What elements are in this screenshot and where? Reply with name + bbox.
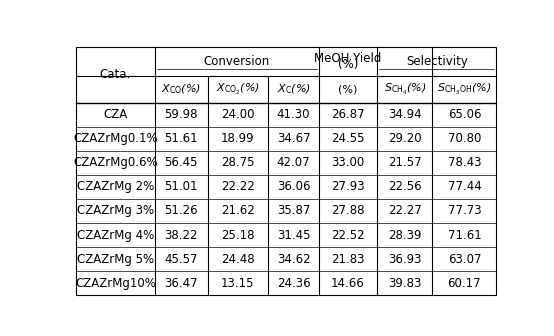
Text: 36.47: 36.47 [165,277,198,290]
Text: 36.93: 36.93 [388,253,422,265]
Text: 24.00: 24.00 [221,108,255,121]
Text: 24.36: 24.36 [277,277,310,290]
Text: 24.48: 24.48 [221,253,255,265]
Text: 56.45: 56.45 [165,156,198,169]
Text: CZAZrMg 3%: CZAZrMg 3% [77,204,154,217]
Text: (%): (%) [338,58,358,71]
Text: CZA: CZA [103,108,127,121]
Text: 70.80: 70.80 [448,132,481,145]
Text: 27.88: 27.88 [331,204,365,217]
Text: CZAZrMg0.6%: CZAZrMg0.6% [73,156,158,169]
Text: 78.43: 78.43 [448,156,481,169]
Text: 21.83: 21.83 [331,253,365,265]
Text: 77.73: 77.73 [448,204,481,217]
Text: 24.55: 24.55 [331,132,365,145]
Text: 51.61: 51.61 [165,132,198,145]
Text: CZAZrMg10%: CZAZrMg10% [75,277,156,290]
Text: 51.01: 51.01 [165,180,198,194]
Text: $X_{\rm C}$(%): $X_{\rm C}$(%) [276,82,311,96]
Text: 36.06: 36.06 [277,180,310,194]
Text: CZAZrMg 5%: CZAZrMg 5% [77,253,154,265]
Text: Cata.: Cata. [100,68,131,81]
Text: 22.22: 22.22 [221,180,255,194]
Text: 60.17: 60.17 [448,277,481,290]
Text: 34.62: 34.62 [277,253,310,265]
Text: 14.66: 14.66 [331,277,365,290]
Text: Conversion: Conversion [204,55,270,68]
Text: 18.99: 18.99 [221,132,255,145]
Text: 63.07: 63.07 [448,253,481,265]
Text: 77.44: 77.44 [448,180,481,194]
Text: 38.22: 38.22 [165,228,198,242]
Text: CZAZrMg 2%: CZAZrMg 2% [77,180,154,194]
Text: 13.15: 13.15 [221,277,255,290]
Text: MeOH Yield: MeOH Yield [314,52,382,65]
Text: CZAZrMg 4%: CZAZrMg 4% [77,228,154,242]
Text: 27.93: 27.93 [331,180,365,194]
Text: 41.30: 41.30 [277,108,310,121]
Text: CZAZrMg0.1%: CZAZrMg0.1% [73,132,158,145]
Text: 39.83: 39.83 [388,277,422,290]
Text: 45.57: 45.57 [165,253,198,265]
Text: 42.07: 42.07 [277,156,310,169]
Text: 35.87: 35.87 [277,204,310,217]
Text: 71.61: 71.61 [448,228,481,242]
Text: 22.56: 22.56 [388,180,422,194]
Text: (%): (%) [338,84,358,94]
Text: 28.75: 28.75 [221,156,255,169]
Text: 51.26: 51.26 [165,204,198,217]
Text: 29.20: 29.20 [388,132,422,145]
Text: 65.06: 65.06 [448,108,481,121]
Text: $S_{\rm CH_3OH}$(%): $S_{\rm CH_3OH}$(%) [437,82,492,97]
Text: 28.39: 28.39 [388,228,422,242]
Text: 25.18: 25.18 [221,228,255,242]
Text: 22.27: 22.27 [388,204,422,217]
Text: 22.52: 22.52 [331,228,365,242]
Text: $X_{\rm CO_2}$(%): $X_{\rm CO_2}$(%) [216,82,260,97]
Text: 21.62: 21.62 [221,204,255,217]
Text: $X_{\rm CO}$(%): $X_{\rm CO}$(%) [161,82,202,96]
Text: Selectivity: Selectivity [406,55,468,68]
Text: 34.67: 34.67 [277,132,310,145]
Text: 34.94: 34.94 [388,108,422,121]
Text: 21.57: 21.57 [388,156,422,169]
Text: 26.87: 26.87 [331,108,365,121]
Text: $S_{\rm CH_4}$(%): $S_{\rm CH_4}$(%) [383,82,426,97]
Text: 59.98: 59.98 [165,108,198,121]
Text: 31.45: 31.45 [277,228,310,242]
Text: 33.00: 33.00 [331,156,365,169]
